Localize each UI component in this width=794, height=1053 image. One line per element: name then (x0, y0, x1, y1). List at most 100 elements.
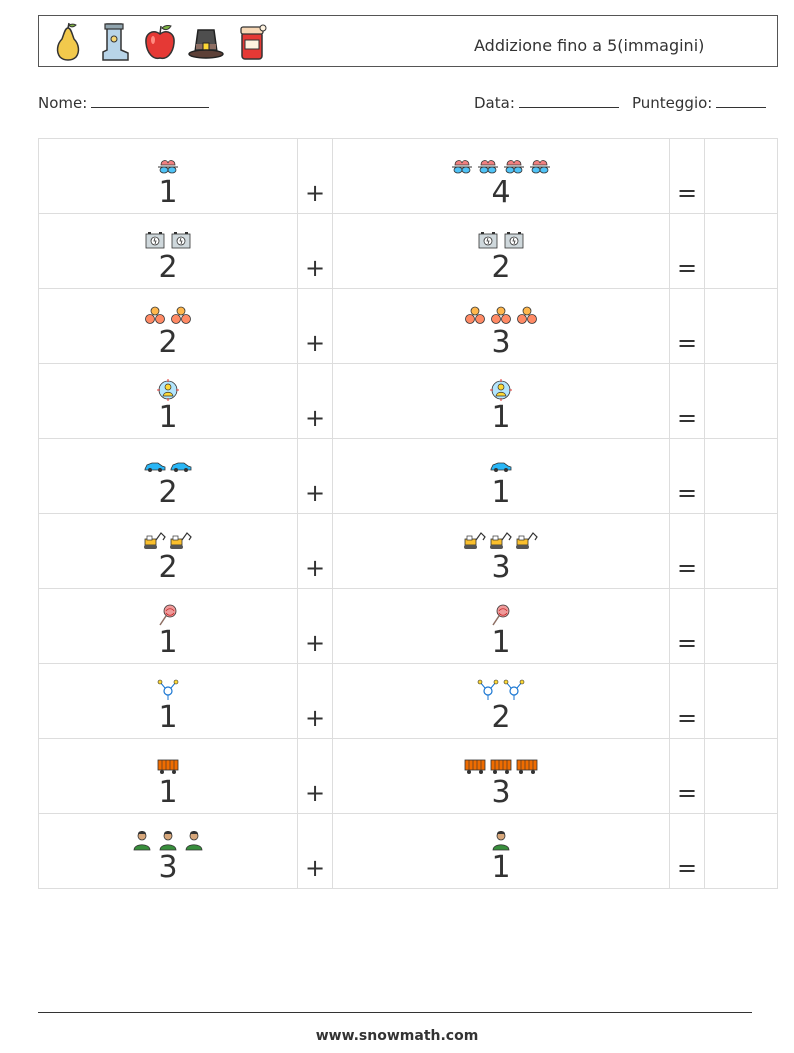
equals-sign: = (676, 854, 698, 882)
plus-cell: + (297, 663, 333, 739)
equals-cell: = (669, 213, 705, 289)
plus-sign: + (304, 329, 326, 357)
picture-group (39, 451, 297, 477)
bread-rolls-icon (465, 306, 485, 324)
worksheet-title: Addizione fino a 5(immagini) (474, 36, 705, 55)
score-field: Punteggio: (632, 93, 767, 112)
battery-icon (478, 232, 498, 249)
picture-group (333, 301, 669, 327)
plus-sign: + (304, 179, 326, 207)
plus-sign: + (304, 779, 326, 807)
addend-b-cell: 3 (332, 288, 670, 364)
picture-group (333, 526, 669, 552)
score-blank[interactable] (716, 93, 767, 108)
answer-cell[interactable] (704, 213, 778, 289)
answer-cell[interactable] (704, 588, 778, 664)
equals-sign: = (676, 629, 698, 657)
goggles-icon (452, 160, 472, 174)
excavator-icon (144, 532, 166, 549)
plus-cell: + (297, 588, 333, 664)
answer-cell[interactable] (704, 438, 778, 514)
jam-jar-icon (240, 24, 267, 60)
problem-row: 2 +3 = (38, 288, 778, 364)
network-node-icon (157, 679, 179, 700)
name-field: Nome: (38, 93, 210, 112)
addend-b: 1 (491, 850, 511, 885)
goggles-icon (530, 160, 550, 174)
addend-a-cell: 1 (38, 138, 298, 214)
addend-a-cell: 1 (38, 738, 298, 814)
problem-row: 2 +3 = (38, 513, 778, 589)
equals-sign: = (676, 254, 698, 282)
picture-group (39, 676, 297, 702)
addend-a-cell: 2 (38, 288, 298, 364)
answer-cell[interactable] (704, 513, 778, 589)
picture-group (333, 751, 669, 777)
date-blank[interactable] (518, 93, 619, 108)
answer-cell[interactable] (704, 738, 778, 814)
person-icon (159, 831, 177, 851)
picture-group (333, 151, 669, 177)
answer-cell[interactable] (704, 813, 778, 889)
problem-row: 1 +2 = (38, 663, 778, 739)
problem-row: 1 +3 = (38, 738, 778, 814)
plus-cell: + (297, 363, 333, 439)
addend-b: 1 (491, 400, 511, 435)
equals-cell: = (669, 663, 705, 739)
car-icon (490, 462, 512, 472)
person-icon (133, 831, 151, 851)
plus-sign: + (304, 854, 326, 882)
addend-a: 3 (158, 850, 178, 885)
problem-row: 3 +1 = (38, 813, 778, 889)
plus-cell: + (297, 738, 333, 814)
excavator-icon (464, 532, 486, 549)
addend-b: 3 (491, 775, 511, 810)
plus-cell: + (297, 213, 333, 289)
addend-b: 2 (491, 700, 511, 735)
excavator-icon (490, 532, 512, 549)
problem-row: 1 +4 = (38, 138, 778, 214)
addend-a: 1 (158, 400, 178, 435)
addend-b-cell: 1 (332, 813, 670, 889)
addend-a: 1 (158, 625, 178, 660)
freight-wagon-icon (157, 759, 179, 774)
picture-group (39, 751, 297, 777)
equals-sign: = (676, 179, 698, 207)
equals-sign: = (676, 329, 698, 357)
plus-sign: + (304, 704, 326, 732)
apple-icon (145, 25, 175, 60)
equals-cell: = (669, 738, 705, 814)
answer-cell[interactable] (704, 363, 778, 439)
addend-a-cell: 2 (38, 213, 298, 289)
answer-cell[interactable] (704, 138, 778, 214)
target-person-icon (157, 379, 179, 401)
battery-icon (145, 232, 165, 249)
lollipop-icon (492, 604, 510, 626)
person-icon (492, 831, 510, 851)
addend-a-cell: 1 (38, 363, 298, 439)
equals-sign: = (676, 479, 698, 507)
picture-group (39, 301, 297, 327)
plus-cell: + (297, 288, 333, 364)
answer-cell[interactable] (704, 663, 778, 739)
equals-sign: = (676, 704, 698, 732)
date-field: Data: (474, 93, 619, 112)
addend-a: 1 (158, 700, 178, 735)
answer-cell[interactable] (704, 288, 778, 364)
name-label: Nome: (38, 94, 88, 112)
excavator-icon (170, 532, 192, 549)
addend-a-cell: 2 (38, 438, 298, 514)
equals-cell: = (669, 363, 705, 439)
freight-wagon-icon (516, 759, 538, 774)
equals-cell: = (669, 588, 705, 664)
addend-a-cell: 1 (38, 663, 298, 739)
equals-sign: = (676, 554, 698, 582)
name-blank[interactable] (91, 93, 210, 108)
addend-b: 1 (491, 475, 511, 510)
pilgrim-hat-icon (188, 29, 224, 59)
bread-rolls-icon (491, 306, 511, 324)
equals-cell: = (669, 288, 705, 364)
addend-b-cell: 1 (332, 588, 670, 664)
problem-row: 1 +1 = (38, 363, 778, 439)
bread-rolls-icon (145, 306, 165, 324)
